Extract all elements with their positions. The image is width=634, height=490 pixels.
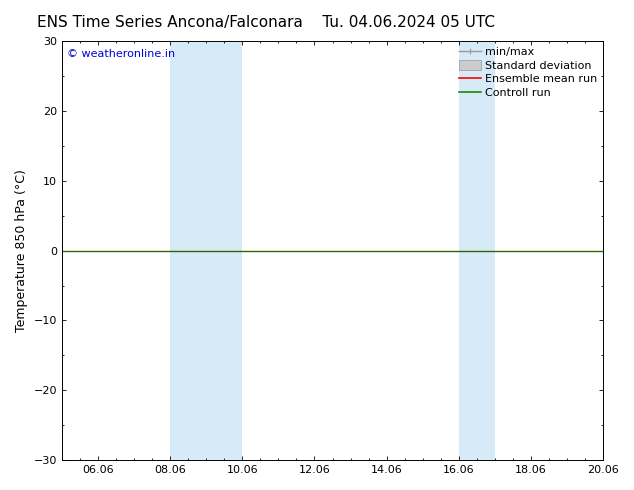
Text: © weatheronline.in: © weatheronline.in [67, 49, 176, 59]
Bar [170, 41, 242, 460]
Legend: min/max, Standard deviation, Ensemble mean run, Controll run: min/max, Standard deviation, Ensemble me… [456, 45, 600, 100]
Y-axis label: Temperature 850 hPa (°C): Temperature 850 hPa (°C) [15, 169, 28, 332]
Text: ENS Time Series Ancona/Falconara    Tu. 04.06.2024 05 UTC: ENS Time Series Ancona/Falconara Tu. 04.… [37, 15, 495, 30]
Bar [459, 41, 495, 460]
